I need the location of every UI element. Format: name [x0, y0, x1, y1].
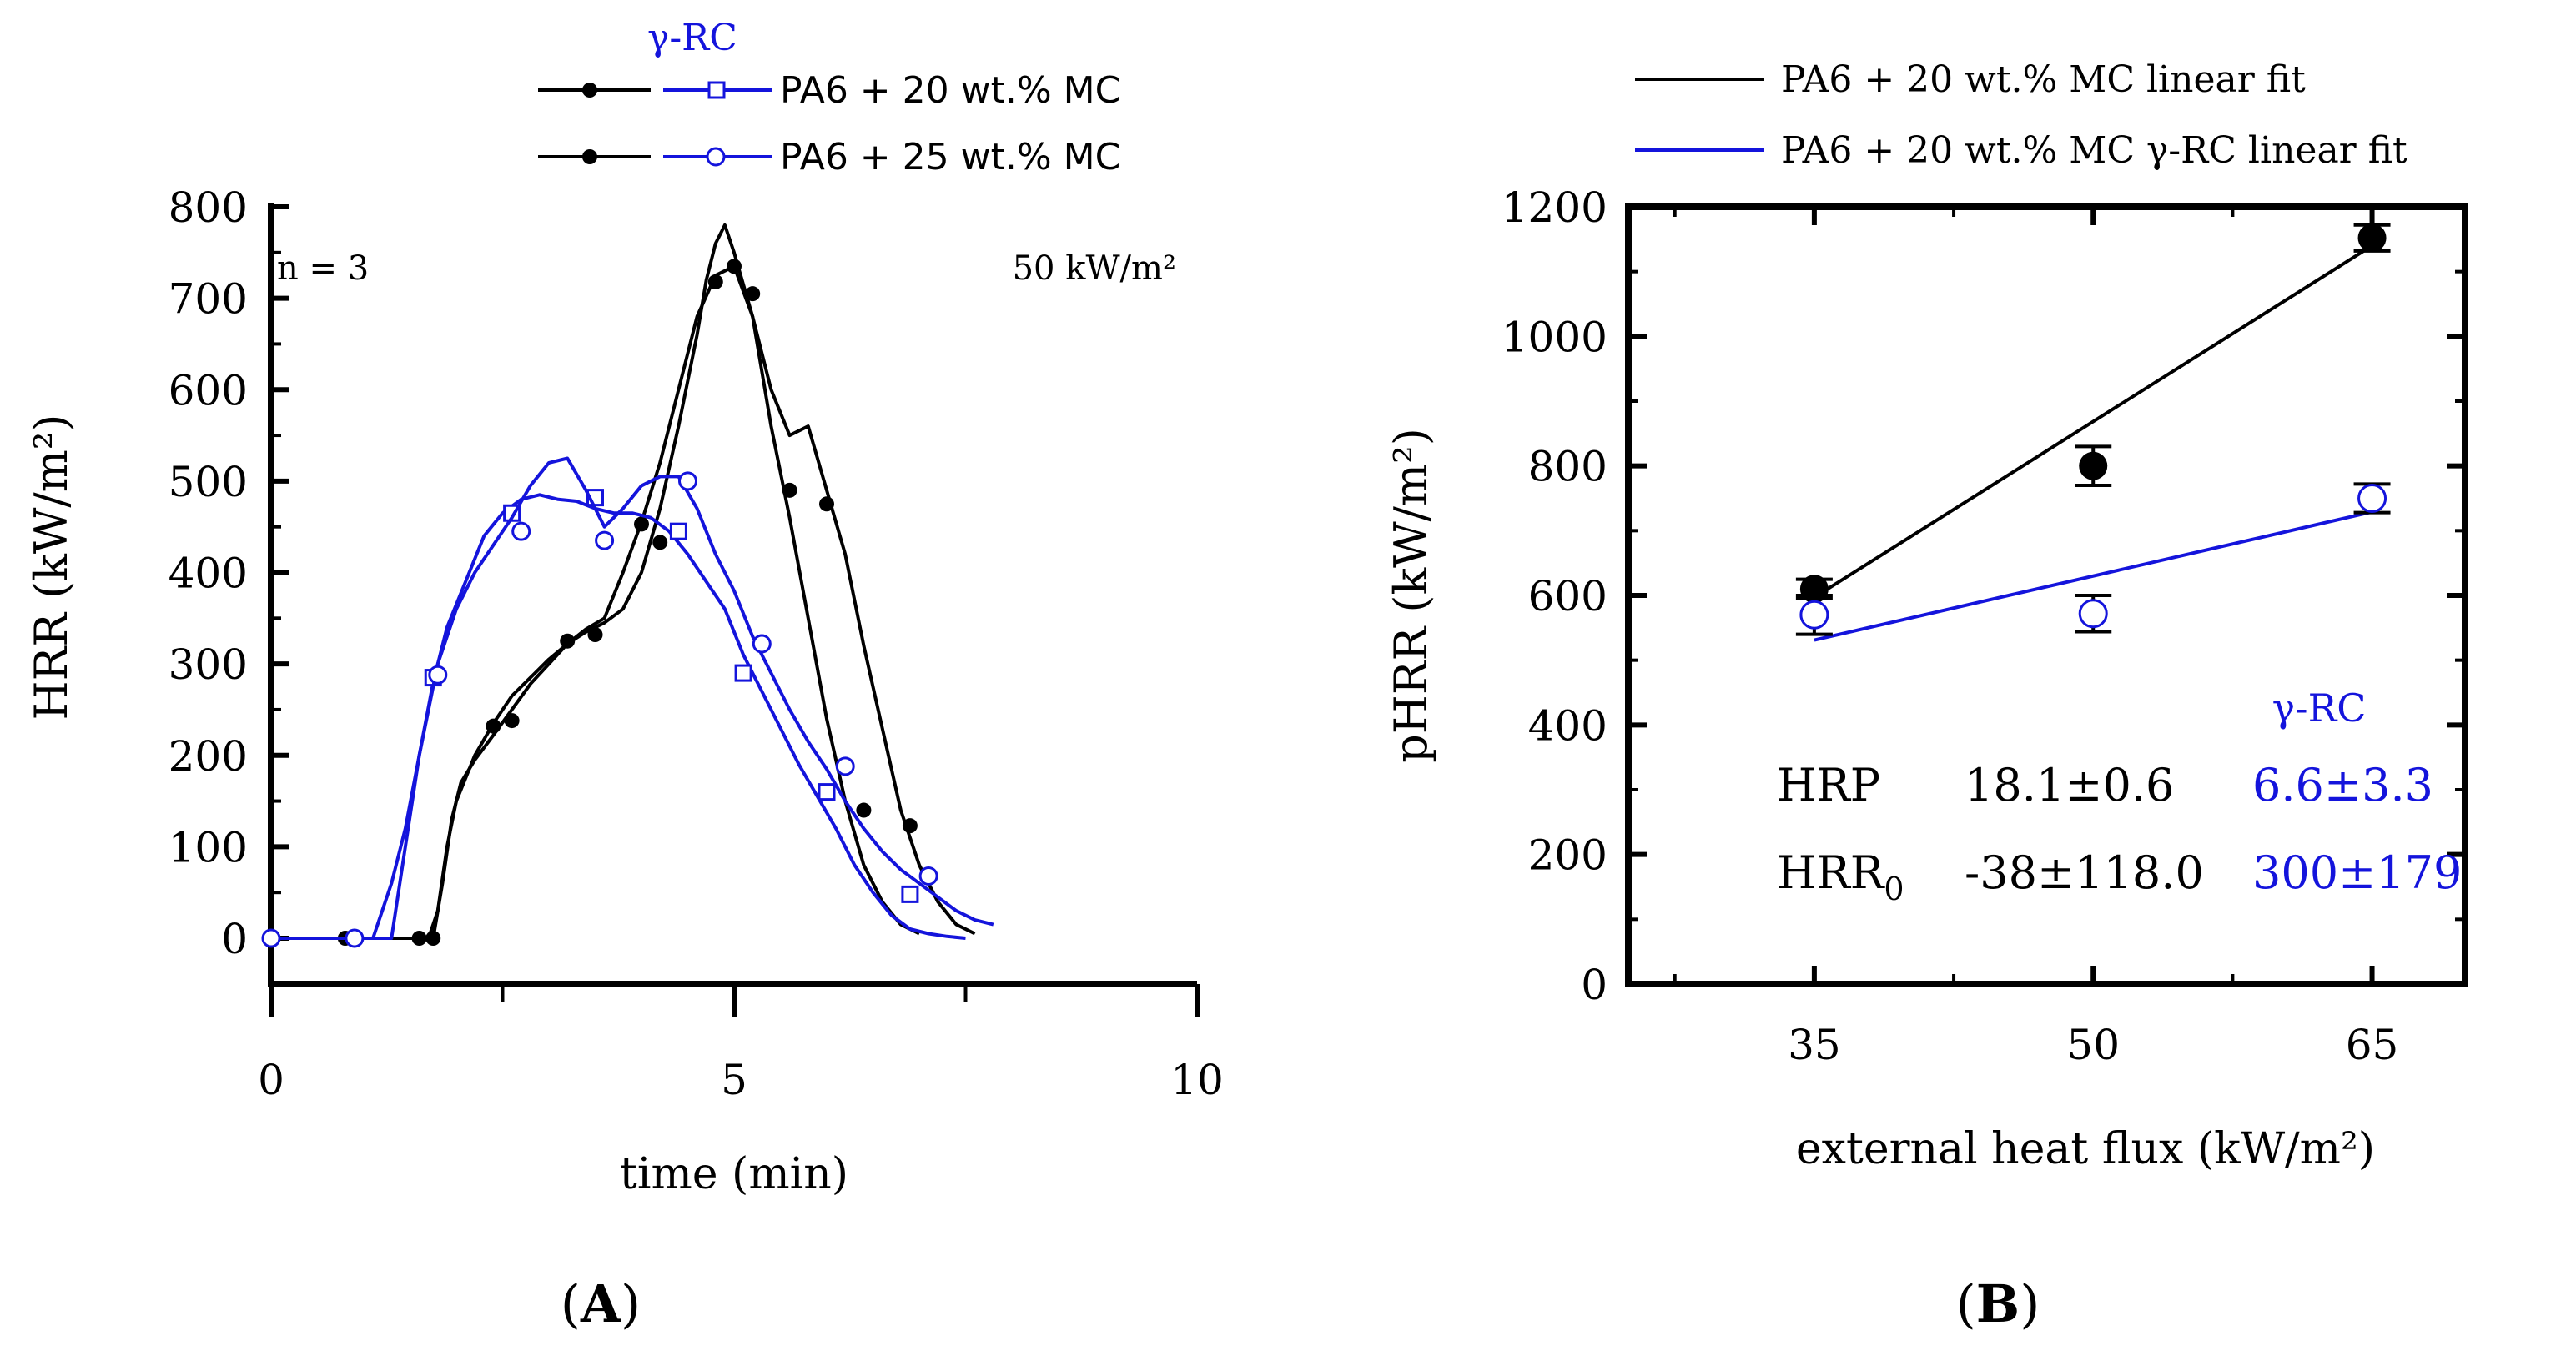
- panel-a-x-tick-label: 5: [721, 1056, 747, 1104]
- legend-marker-20-mc-rc: [707, 81, 726, 99]
- panel-b-series-2: [1795, 482, 2391, 642]
- panel-b-point: [2357, 223, 2387, 253]
- fit-table-row-hrr0-value-rc: 300±179: [2252, 846, 2462, 899]
- panel-a-series-line: [271, 264, 976, 940]
- panel-b-y-tick-label: 0: [1581, 961, 1607, 1009]
- fit-table-row-hrp-label: HRP: [1777, 759, 1880, 811]
- panel-b-legend-label-1: PA6 + 20 wt.% MC linear fit: [1781, 58, 2306, 101]
- panel-b-label: (B): [1956, 1273, 2040, 1334]
- panel-a-series-marker: [752, 634, 772, 654]
- panel-a-y-tick-label: 500: [169, 458, 248, 506]
- panel-a-series-marker: [261, 928, 281, 948]
- panel-b-y-axis-label: pHRR (kW/m²): [1385, 428, 1437, 763]
- panel-a-annotation-flux: 50 kW/m²: [1013, 249, 1176, 288]
- panel-a-series-marker: [634, 516, 649, 532]
- panel-a-y-tick-label: 700: [169, 275, 248, 324]
- panel-a-y-axis-label: HRR (kW/m²): [25, 414, 78, 721]
- panel-a-x-tick-label: 0: [258, 1056, 284, 1104]
- panel-a-axes: 0 100 200 300 400 500 600 700 800 0 5 10: [169, 183, 1224, 1104]
- panel-a-series: [261, 223, 994, 948]
- panel-a-annotation-n: n = 3: [277, 249, 369, 288]
- panel-a-hrr-chart: 0 100 200 300 400 500 600 700 800 0 5 10 n = 3 50 k…: [25, 17, 1224, 1334]
- panel-a-y-tick-label: 200: [169, 732, 248, 781]
- panel-a-series-line: [271, 456, 994, 940]
- panel-b-fit-line: [1813, 244, 2373, 600]
- fit-table-row-hrp-value-rc: 6.6±3.3: [2252, 759, 2433, 811]
- panel-a-series-marker: [652, 535, 668, 550]
- panel-a-y-tick-label: 100: [169, 823, 248, 871]
- panel-a-series-marker: [734, 664, 752, 682]
- panel-a-series-4: [261, 456, 994, 948]
- panel-b-phrr-chart: 0 200 400 600 800 1000 1200 35 50 65 PA6 + 20 wt.…: [1385, 58, 2468, 1334]
- panel-b-y-tick-label: 600: [1528, 572, 1607, 620]
- fit-table-row-hrr0-label-main: HRR: [1777, 846, 1885, 899]
- panel-a-label: (A): [561, 1273, 641, 1334]
- panel-a-y-tick-label: 300: [169, 640, 248, 689]
- panel-a-series-marker: [425, 931, 441, 946]
- panel-b-point: [2357, 484, 2387, 513]
- panel-a-series-marker: [345, 928, 365, 948]
- panel-b-legend-label-2: PA6 + 20 wt.% MC γ-RC linear fit: [1781, 129, 2407, 172]
- fit-table-row-hrp-value: 18.1±0.6: [1965, 759, 2174, 811]
- panel-b-y-tick-label: 800: [1528, 443, 1607, 491]
- panel-b-label-letter: B: [1976, 1273, 2020, 1334]
- panel-b-point: [2078, 599, 2108, 629]
- panel-a-series-marker: [918, 866, 938, 886]
- fit-table-row-hrr0-value: -38±118.0: [1965, 846, 2204, 899]
- panel-a-series-marker: [678, 471, 697, 491]
- panel-b-legend: PA6 + 20 wt.% MC linear fit PA6 + 20 wt.…: [1635, 58, 2407, 172]
- panel-a-series-marker: [595, 530, 615, 550]
- panel-a-x-axis-label: time (min): [620, 1149, 848, 1199]
- legend-marker-25-mc: [582, 149, 597, 164]
- panel-b-y-tick-label: 200: [1528, 831, 1607, 880]
- panel-b-x-tick-label: 35: [1788, 1021, 1841, 1069]
- panel-b-series: [1795, 223, 2391, 642]
- panel-a-legend-label-2: PA6 + 25 wt.% MC: [780, 136, 1120, 178]
- panel-a-y-tick-label: 0: [221, 915, 248, 963]
- panel-a-y-tick-label: 400: [169, 550, 248, 598]
- panel-a-series-marker: [504, 713, 520, 729]
- panel-b-x-tick-label: 50: [2066, 1021, 2120, 1069]
- panel-b-y-tick-label: 1000: [1502, 313, 1607, 361]
- panel-a-series-marker: [819, 496, 834, 512]
- fit-table-row-hrr0-label: HRR0: [1777, 846, 1904, 907]
- panel-b-y-tick-label: 400: [1528, 701, 1607, 750]
- panel-b-y-tick-label: 1200: [1502, 183, 1607, 232]
- panel-b-x-tick-label: 65: [2346, 1021, 2399, 1069]
- panel-b-axes: 0 200 400 600 800 1000 1200 35 50 65: [1502, 183, 2465, 1069]
- panel-a-series-marker: [745, 286, 761, 302]
- panel-a-legend-header: γ-RC: [647, 17, 737, 59]
- panel-a-series-marker: [835, 756, 855, 776]
- panel-a-series-marker: [587, 627, 603, 643]
- panel-a-series-marker: [727, 259, 742, 274]
- panel-a-legend-entry-2: PA6 + 25 wt.% MC: [538, 136, 1120, 178]
- panel-b-x-axis-label: external heat flux (kW/m²): [1796, 1124, 2375, 1174]
- legend-marker-20-mc: [582, 83, 597, 98]
- panel-a-legend: γ-RC PA6 + 20 wt.% MC PA6 + 25 wt.% MC: [538, 17, 1120, 178]
- panel-a-series-marker: [856, 802, 872, 818]
- panel-a-series-marker: [902, 818, 918, 834]
- panel-b-point: [1799, 600, 1829, 630]
- panel-a-y-tick-label: 600: [169, 366, 248, 414]
- panel-a-legend-label-1: PA6 + 20 wt.% MC: [780, 69, 1120, 112]
- panel-b-point: [2079, 451, 2108, 480]
- panel-a-series-2: [271, 259, 976, 946]
- panel-a-label-letter: A: [580, 1273, 621, 1334]
- panel-a-series-marker: [560, 633, 576, 649]
- panel-a-series-marker: [782, 482, 797, 498]
- panel-a-series-marker: [428, 665, 448, 685]
- panel-a-x-tick-label: 10: [1170, 1056, 1224, 1104]
- legend-marker-25-mc-rc: [706, 147, 726, 167]
- panel-a-series-marker: [818, 783, 836, 801]
- panel-a-y-tick-label: 800: [169, 183, 248, 232]
- panel-b-fit-line: [1814, 510, 2373, 642]
- panel-a-series-marker: [669, 522, 687, 540]
- panel-a-legend-entry-1: PA6 + 20 wt.% MC: [538, 69, 1120, 112]
- panel-b-fit-table: γ-RC HRP 18.1±0.6 6.6±3.3 HRR0 -38±118.0…: [1777, 686, 2462, 907]
- panel-a-series-marker: [901, 885, 919, 903]
- fit-table-row-hrr0-label-sub: 0: [1884, 871, 1904, 907]
- panel-a-series-marker: [511, 521, 531, 541]
- fit-table-header-rc: γ-RC: [2272, 686, 2367, 731]
